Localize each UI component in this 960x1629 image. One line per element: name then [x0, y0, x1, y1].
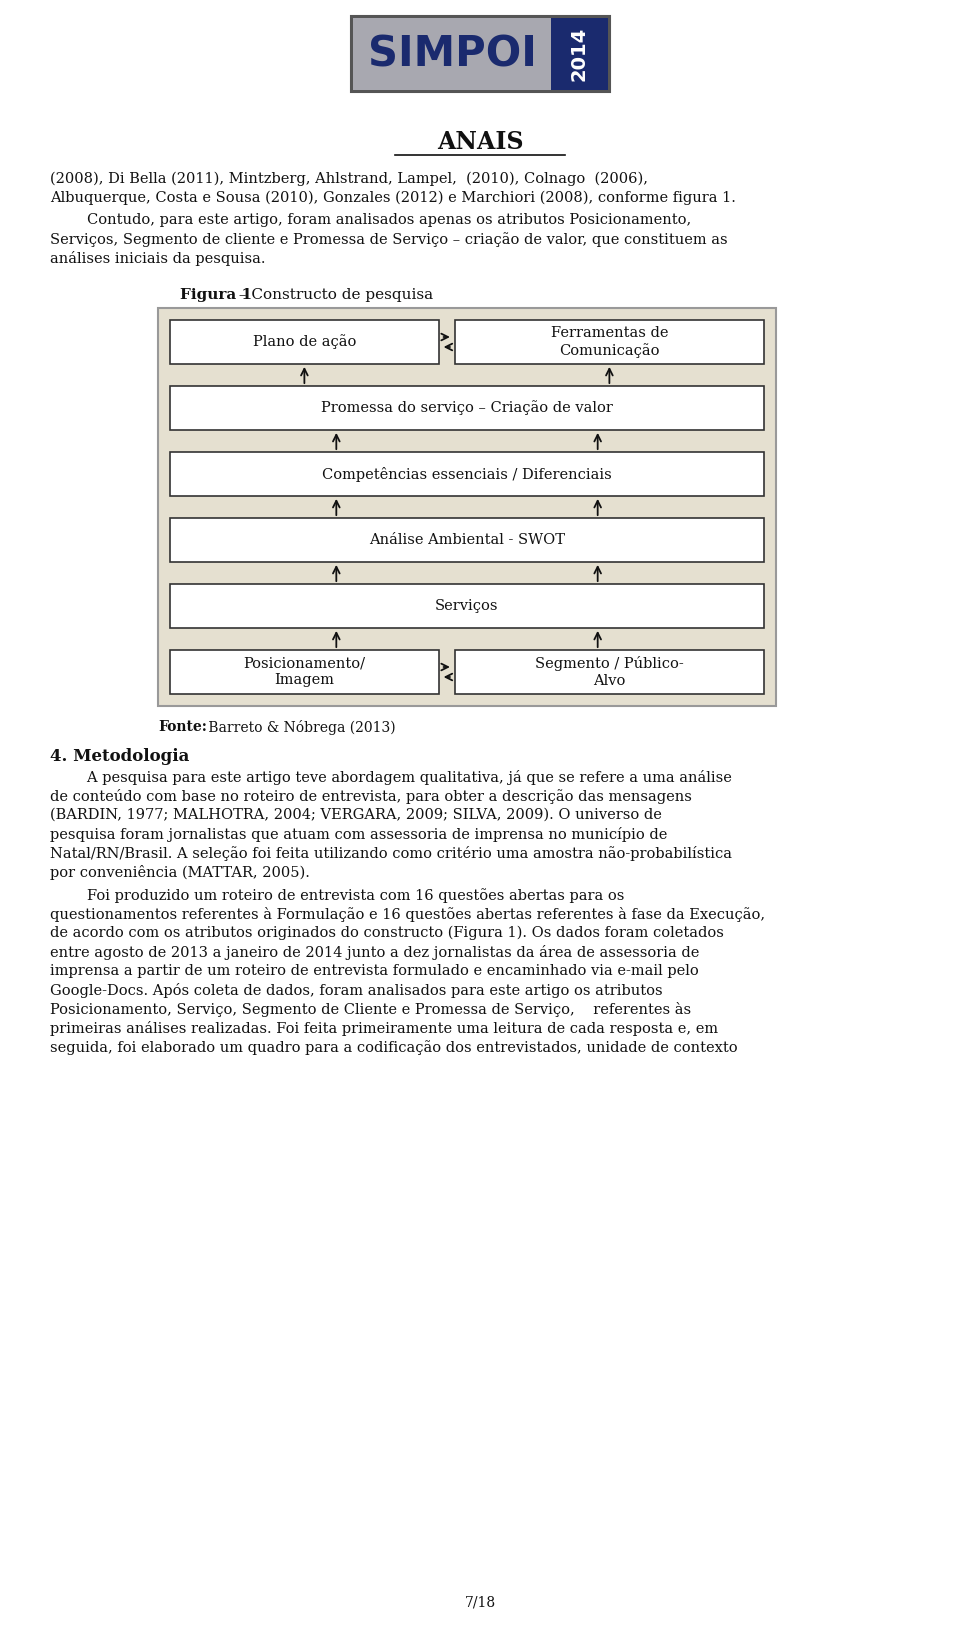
Text: 7/18: 7/18 — [465, 1596, 495, 1609]
Text: imprensa a partir de um roteiro de entrevista formulado e encaminhado via e-mail: imprensa a partir de um roteiro de entre… — [50, 964, 699, 977]
Text: Serviços: Serviços — [435, 599, 499, 613]
Text: Promessa do serviço – Criação de valor: Promessa do serviço – Criação de valor — [321, 401, 612, 415]
Text: (2008), Di Bella (2011), Mintzberg, Ahlstrand, Lampel,  (2010), Colnago  (2006),: (2008), Di Bella (2011), Mintzberg, Ahls… — [50, 173, 648, 186]
Text: análises iniciais da pesquisa.: análises iniciais da pesquisa. — [50, 251, 266, 266]
Text: Albuquerque, Costa e Sousa (2010), Gonzales (2012) e Marchiori (2008), conforme : Albuquerque, Costa e Sousa (2010), Gonza… — [50, 191, 736, 205]
FancyBboxPatch shape — [551, 18, 608, 90]
Text: Natal/RN/Brasil. A seleção foi feita utilizando como critério uma amostra não-pr: Natal/RN/Brasil. A seleção foi feita uti… — [50, 845, 732, 862]
FancyBboxPatch shape — [352, 18, 551, 90]
Text: Análise Ambiental - SWOT: Análise Ambiental - SWOT — [369, 533, 565, 547]
FancyBboxPatch shape — [455, 650, 764, 694]
Text: Contudo, para este artigo, foram analisados apenas os atributos Posicionamento,: Contudo, para este artigo, foram analisa… — [50, 213, 691, 226]
Text: pesquisa foram jornalistas que atuam com assessoria de imprensa no município de: pesquisa foram jornalistas que atuam com… — [50, 828, 667, 842]
Text: Foi produzido um roteiro de entrevista com 16 questões abertas para os: Foi produzido um roteiro de entrevista c… — [50, 888, 624, 902]
FancyBboxPatch shape — [170, 585, 764, 629]
Text: de conteúdo com base no roteiro de entrevista, para obter a descrição das mensag: de conteúdo com base no roteiro de entre… — [50, 788, 692, 805]
Text: 4. Metodologia: 4. Metodologia — [50, 748, 189, 766]
Text: questionamentos referentes à Formulação e 16 questões abertas referentes à fase : questionamentos referentes à Formulação … — [50, 907, 765, 922]
Text: Fonte:: Fonte: — [158, 720, 206, 735]
FancyBboxPatch shape — [170, 518, 764, 562]
Text: Barreto & Nóbrega (2013): Barreto & Nóbrega (2013) — [204, 720, 396, 735]
Text: A pesquisa para este artigo teve abordagem qualitativa, já que se refere a uma a: A pesquisa para este artigo teve abordag… — [50, 771, 732, 785]
Text: Google-Docs. Após coleta de dados, foram analisados para este artigo os atributo: Google-Docs. Após coleta de dados, foram… — [50, 982, 662, 999]
Text: Competências essenciais / Diferenciais: Competências essenciais / Diferenciais — [323, 466, 612, 482]
Text: Posicionamento, Serviço, Segmento de Cliente e Promessa de Serviço,    referente: Posicionamento, Serviço, Segmento de Cli… — [50, 1002, 691, 1016]
Text: Segmento / Público-
Alvo: Segmento / Público- Alvo — [535, 656, 684, 687]
FancyBboxPatch shape — [170, 451, 764, 495]
FancyBboxPatch shape — [350, 16, 610, 91]
Text: (BARDIN, 1977; MALHOTRA, 2004; VERGARA, 2009; SILVA, 2009). O universo de: (BARDIN, 1977; MALHOTRA, 2004; VERGARA, … — [50, 808, 661, 823]
Text: Serviços, Segmento de cliente e Promessa de Serviço – criação de valor, que cons: Serviços, Segmento de cliente e Promessa… — [50, 231, 728, 248]
FancyBboxPatch shape — [158, 308, 776, 705]
Text: 2014: 2014 — [570, 26, 588, 81]
FancyBboxPatch shape — [170, 386, 764, 430]
FancyBboxPatch shape — [170, 319, 439, 363]
Text: de acordo com os atributos originados do constructo (Figura 1). Os dados foram c: de acordo com os atributos originados do… — [50, 925, 724, 940]
Text: SIMPOI: SIMPOI — [368, 33, 537, 75]
Text: primeiras análises realizadas. Foi feita primeiramente uma leitura de cada respo: primeiras análises realizadas. Foi feita… — [50, 1021, 718, 1036]
Text: seguida, foi elaborado um quadro para a codificação dos entrevistados, unidade d: seguida, foi elaborado um quadro para a … — [50, 1039, 737, 1056]
Text: Posicionamento/
Imagem: Posicionamento/ Imagem — [244, 656, 366, 687]
Text: entre agosto de 2013 a janeiro de 2014 junto a dez jornalistas da área de assess: entre agosto de 2013 a janeiro de 2014 j… — [50, 945, 700, 959]
Text: Plano de ação: Plano de ação — [252, 334, 356, 350]
Text: Figura 1: Figura 1 — [180, 288, 252, 301]
Text: por conveniência (MATTAR, 2005).: por conveniência (MATTAR, 2005). — [50, 865, 310, 880]
Text: – Constructo de pesquisa: – Constructo de pesquisa — [234, 288, 433, 301]
Text: ANAIS: ANAIS — [437, 130, 523, 155]
Text: Ferramentas de
Comunicação: Ferramentas de Comunicação — [551, 326, 668, 358]
FancyBboxPatch shape — [455, 319, 764, 363]
FancyBboxPatch shape — [170, 650, 439, 694]
